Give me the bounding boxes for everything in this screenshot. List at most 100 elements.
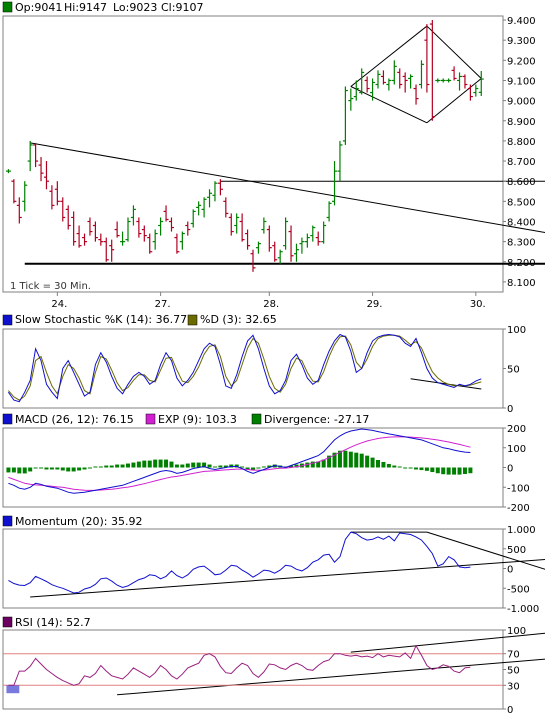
stochastic-frame [2,328,504,409]
y-tick-label: 100 [507,444,526,455]
divergence-bar [408,467,413,469]
y-tick-label: -500 [507,584,530,595]
divergence-bar [397,466,402,468]
ohlc-bar [245,229,251,250]
divergence-bar [289,465,294,468]
divergence-bar [365,455,370,468]
divergence-bar [386,463,391,468]
ohlc-bar [457,72,463,91]
y-tick-label: 9.400 [507,16,536,27]
divergence-bar [71,467,76,472]
y-tick-label: 50 [507,666,520,677]
ohlc-bar [266,225,272,252]
ohlc-bar [114,221,120,238]
divergence-bar [419,467,424,471]
macd-legend: MACD (26, 12): 76.15 [15,413,134,426]
ohlc-bar [332,161,338,206]
ohlc-bar [386,78,392,91]
stoch-k-swatch [2,314,13,326]
ohlc-bar [478,70,484,96]
divergence-bar [49,467,54,470]
ohlc-bar [424,24,430,93]
divergence-bar [321,459,326,468]
divergence-bar [403,467,408,469]
ohlc-bar [413,84,419,105]
ohlc-bar [190,209,196,228]
divergence-bar [22,467,27,474]
ohlc-bar [33,142,39,168]
divergence-bar [468,467,473,474]
ohlc-bar [283,217,289,250]
divergence-bar [174,464,179,468]
ohlc-bar [71,211,77,246]
ohlc-bar [261,217,267,234]
ohlc-bar [315,231,321,246]
rsi-oversold-fill [6,685,20,694]
x-tick-label: 28. [263,299,279,310]
divergence-bar [294,464,299,468]
exp-legend: EXP (9): 103.3 [158,413,237,426]
ohlc-bar [152,229,158,250]
divergence-bar [126,463,130,468]
ohlc-bar [27,140,33,172]
price-panel: Op:9041 Hi:9147 Lo:9023 Cl:9107 1 Tick =… [2,1,545,310]
divergence-bar [251,467,255,471]
momentum-swatch [2,515,13,527]
ohlc-bar [293,243,299,262]
divergence-bar [223,465,228,468]
divergence-bar [6,467,11,473]
ohlc-bar [109,239,115,262]
divergence-bar [207,464,212,468]
ohlc-bar [168,217,174,232]
ohlc-bar [163,205,169,222]
rsi-panel: RSI (14): 52.7 100 70 50 30 0 [2,616,545,716]
divergence-bar [332,452,337,468]
divergence-bar [169,461,174,468]
rsi-legend: RSI (14): 52.7 [15,616,91,629]
ohlc-bar [174,233,180,254]
y-tick-label: 50 [507,365,520,376]
y-tick-label: 8.100 [507,278,536,289]
ohlc-bar [342,86,348,145]
y-tick-label: 200 [507,424,526,435]
y-tick-label: 70 [507,650,520,661]
ohlc-bar [207,189,213,208]
ohlc-bar [299,237,305,254]
y-tick-label: 9.300 [507,36,536,47]
y-tick-label: -1.000 [507,604,539,615]
divergence-bar [452,467,457,475]
divergence-bar [370,457,375,468]
y-tick-label: 0 [507,464,513,475]
y-tick-label: 8.700 [507,157,536,168]
ohlc-bar [239,213,245,242]
divergence-bar [359,453,364,468]
ohlc-bar [467,84,473,101]
trend-line [350,25,428,87]
divergence-bar [120,464,125,468]
divergence-bar [337,450,342,468]
y-tick-label: 8.800 [507,137,536,148]
y-tick-label: 0 [507,705,513,716]
divergence-bar [435,467,440,474]
rsi-swatch [2,616,13,628]
exp-line [8,436,471,491]
x-tick-label: 27. [155,299,171,310]
tick-note: 1 Tick = 30 Min. [10,281,91,292]
divergence-bar [381,461,386,468]
price-legend-swatch [2,1,13,13]
x-tick-label: 29. [367,299,383,310]
divergence-bar [153,459,158,468]
stoch-k-line [7,333,482,403]
ohlc-bar [11,179,17,204]
ohlc-bar [337,140,343,182]
y-tick-label: -200 [507,503,530,514]
divergence-bar [87,467,92,469]
y-tick-label: -100 [507,483,530,494]
ohlc-bar [125,217,131,242]
ohlc-bar [120,231,126,246]
macd-panel: MACD (26, 12): 76.15 EXP (9): 103.3 Dive… [2,413,530,514]
trend-line [30,559,545,598]
ohlc-bar [310,225,316,242]
macd-line [8,428,471,494]
